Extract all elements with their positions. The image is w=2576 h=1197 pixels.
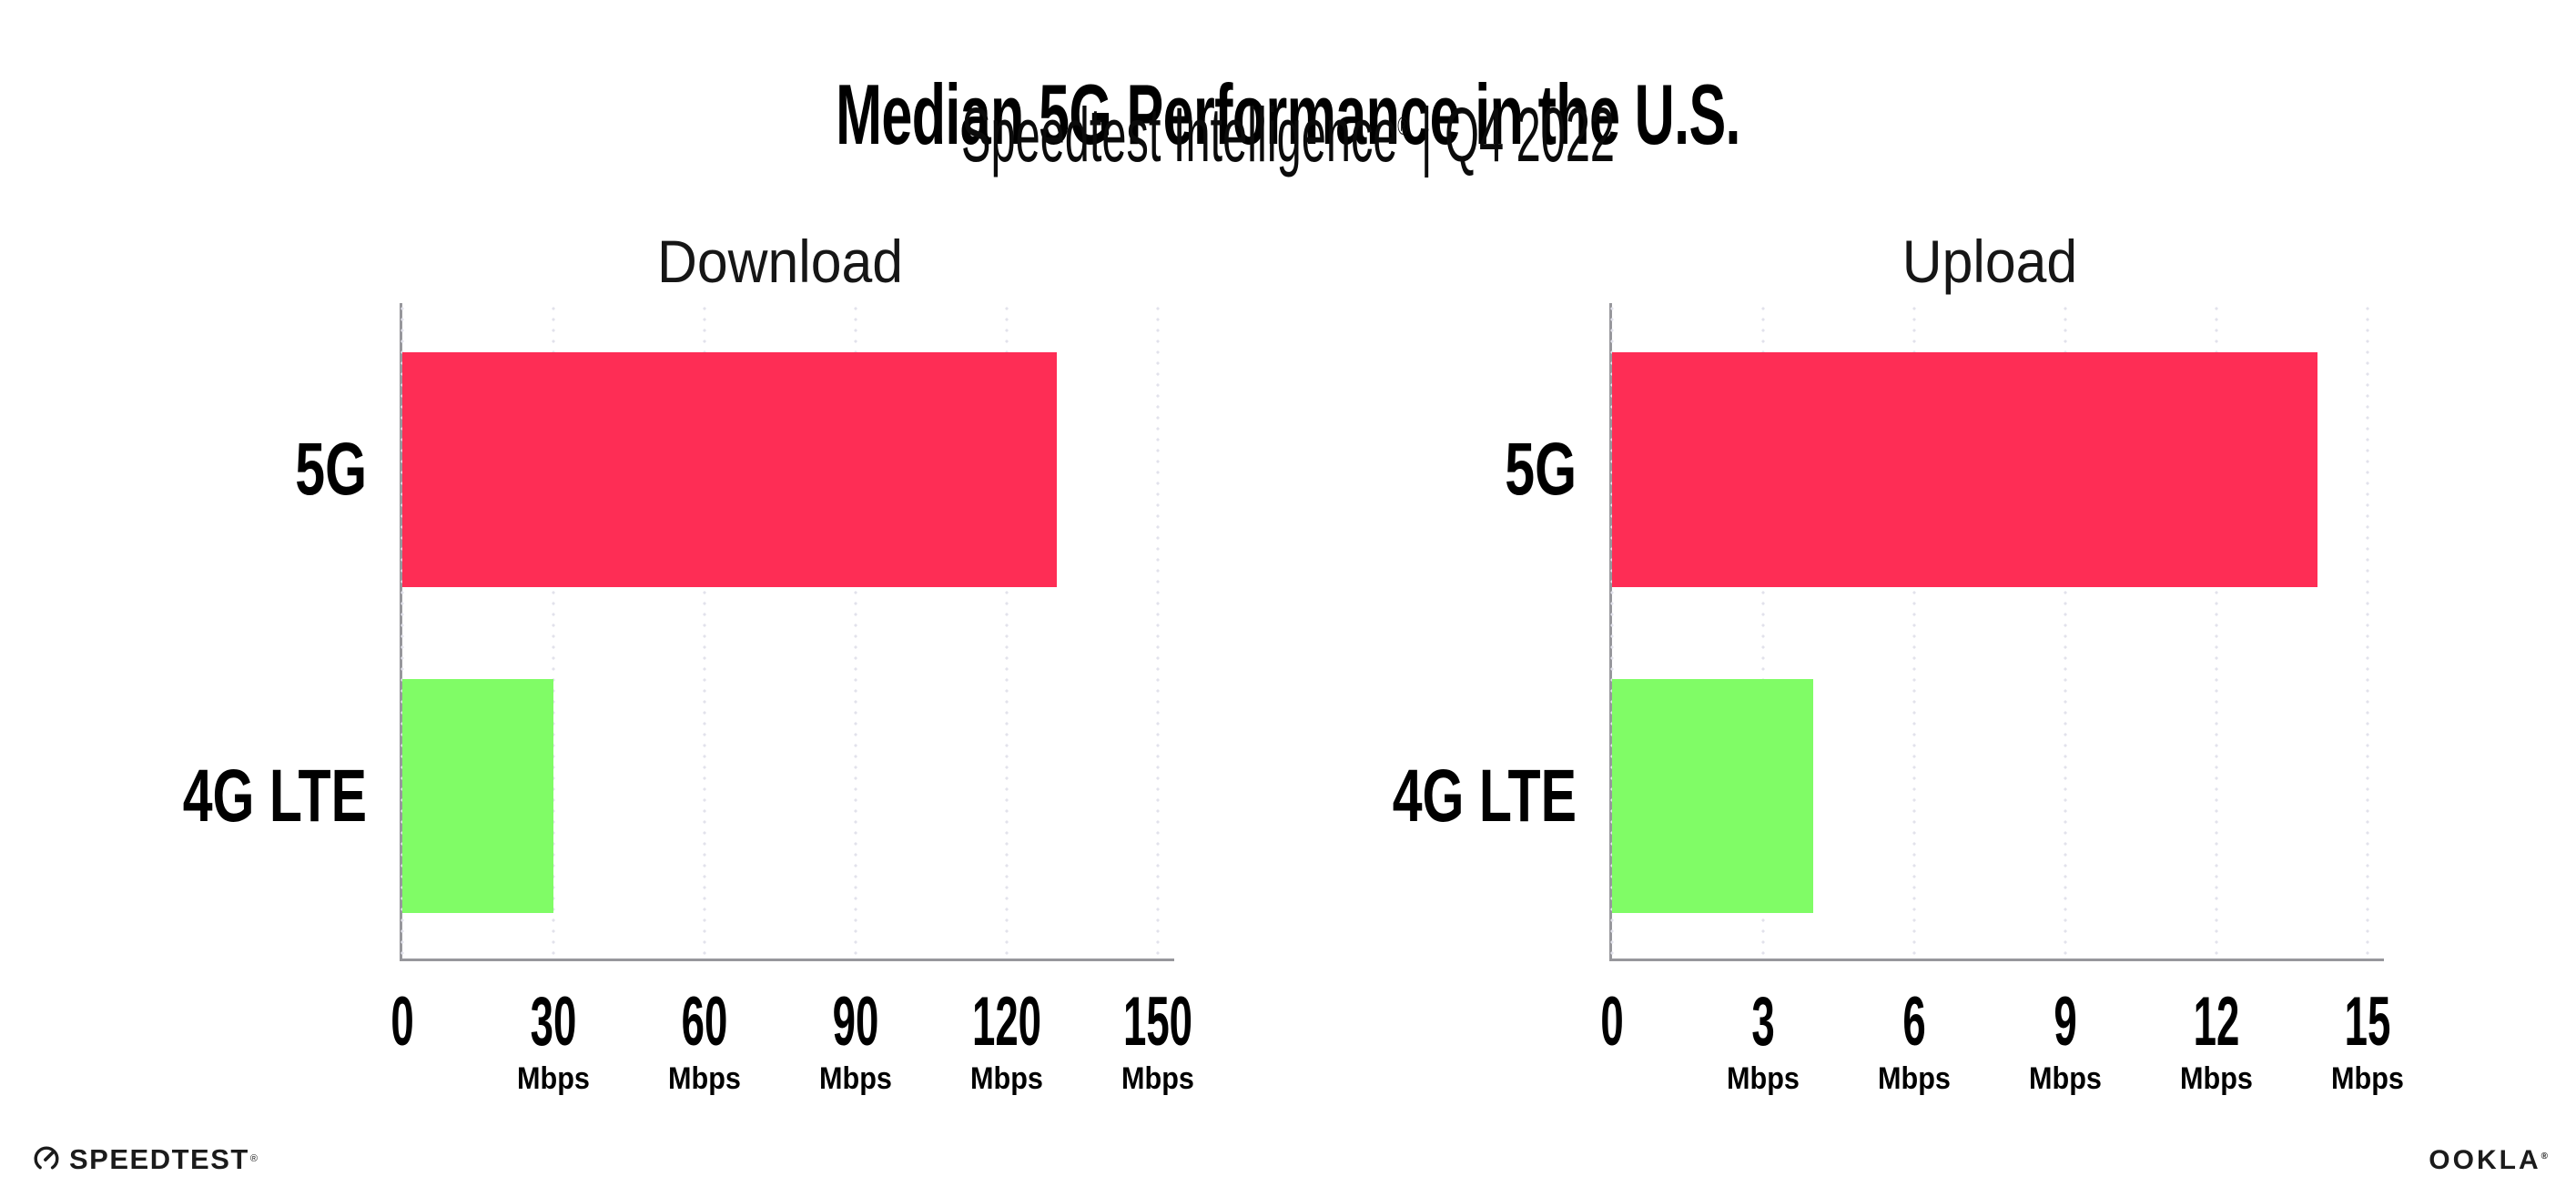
x-tick-label: 6 xyxy=(1902,983,1926,1060)
x-tick-label: 0 xyxy=(390,983,414,1060)
category-label: 5G xyxy=(1505,428,1577,511)
download-x-axis-line xyxy=(400,959,1174,961)
x-tick-label: 15 xyxy=(2344,983,2391,1060)
x-tick-unit: Mbps xyxy=(668,1061,741,1096)
upload-chart-title: Upload xyxy=(1902,228,2078,295)
bar-5g xyxy=(402,352,1058,587)
gridline xyxy=(1760,303,1766,961)
x-tick-unit: Mbps xyxy=(2180,1061,2253,1096)
x-tick-unit: Mbps xyxy=(2331,1061,2404,1096)
upload-plot-area xyxy=(1609,303,2384,961)
x-tick-label: 3 xyxy=(1751,983,1775,1060)
subtitle-period: | Q4 2022 xyxy=(1408,92,1616,178)
bar-4g-lte xyxy=(1612,679,1814,913)
ookla-registered-mark: ® xyxy=(2541,1151,2551,1161)
x-tick-label: 60 xyxy=(681,983,728,1060)
gridline xyxy=(1912,303,1917,961)
x-tick-unit: Mbps xyxy=(819,1061,892,1096)
gridline xyxy=(2063,303,2068,961)
x-tick-label: 90 xyxy=(832,983,879,1060)
registered-trademark-mark: ® xyxy=(1397,112,1409,140)
speedtest-wordmark: SPEEDTEST xyxy=(69,1142,249,1175)
upload-x-axis-line xyxy=(1609,959,2384,961)
subtitle-brand: Speedtest Intelligence xyxy=(960,92,1398,178)
bar-5g xyxy=(1612,352,2317,587)
x-tick-unit: Mbps xyxy=(2029,1061,2102,1096)
download-plot-area xyxy=(400,303,1174,961)
gridline xyxy=(1004,303,1009,961)
category-label: 5G xyxy=(295,428,367,511)
download-chart: Download 0 30 Mbps 60 Mbps 90 Mbps 120 Mbps 150 Mb… xyxy=(183,224,1194,1152)
x-tick-label: 120 xyxy=(971,983,1042,1060)
category-label: 4G LTE xyxy=(182,755,367,837)
gridline xyxy=(853,303,858,961)
x-tick-label: 30 xyxy=(530,983,577,1060)
gridline xyxy=(2365,303,2370,961)
page-subtitle: Speedtest Intelligence® | Q4 2022 xyxy=(541,96,2034,173)
ookla-wordmark: OOKLA xyxy=(2429,1145,2541,1175)
gridline xyxy=(702,303,707,961)
x-tick-label: 9 xyxy=(2054,983,2077,1060)
gridline xyxy=(1155,303,1161,961)
gridline xyxy=(551,303,556,961)
upload-chart: Upload 0 3 Mbps 6 Mbps 9 Mbps 12 Mbps 15 Mbps 5G 4G … xyxy=(1393,224,2404,1152)
gridline xyxy=(400,303,405,961)
gridline xyxy=(2214,303,2219,961)
x-tick-unit: Mbps xyxy=(1121,1061,1194,1096)
x-tick-label: 0 xyxy=(1600,983,1624,1060)
x-tick-label: 12 xyxy=(2193,983,2240,1060)
page-title: Median 5G Performance in the U.S. xyxy=(836,66,1740,162)
ookla-logo: OOKLA® xyxy=(2429,1147,2551,1174)
download-chart-title: Download xyxy=(656,228,904,295)
speedtest-gauge-icon xyxy=(34,1146,59,1172)
gridline xyxy=(1609,303,1615,961)
x-tick-unit: Mbps xyxy=(517,1061,590,1096)
category-label: 4G LTE xyxy=(1392,755,1577,837)
x-tick-label: 150 xyxy=(1122,983,1193,1060)
x-tick-unit: Mbps xyxy=(1878,1061,1951,1096)
x-tick-unit: Mbps xyxy=(1727,1061,1800,1096)
bar-4g-lte xyxy=(402,679,553,913)
speedtest-logo: SPEEDTEST ® xyxy=(33,1143,258,1174)
x-tick-unit: Mbps xyxy=(970,1061,1043,1096)
